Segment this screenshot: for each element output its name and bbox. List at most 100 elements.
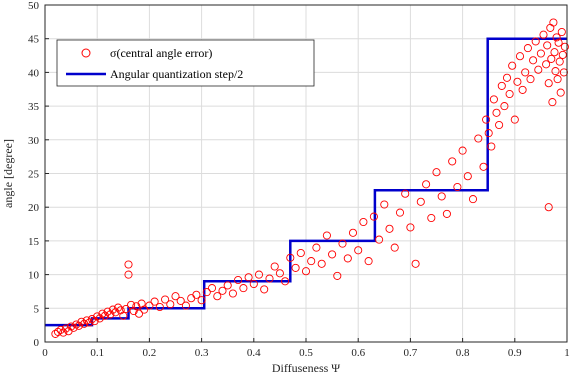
scatter-point xyxy=(453,182,462,192)
scatter-point xyxy=(249,279,258,289)
scatter-point xyxy=(411,259,420,268)
scatter-point xyxy=(518,85,527,94)
y-tick-label: 0 xyxy=(34,337,40,349)
scatter-point xyxy=(322,231,331,240)
scatter-point xyxy=(500,102,509,111)
scatter-point xyxy=(228,289,237,298)
x-tick-label: 0.6 xyxy=(351,347,365,359)
scatter-point xyxy=(286,253,295,262)
scatter-point xyxy=(531,37,540,46)
legend-marker-scatter xyxy=(81,48,91,58)
scatter-point xyxy=(111,308,120,317)
scatter-point xyxy=(171,292,180,301)
scatter-point xyxy=(505,89,514,99)
scatter-point xyxy=(254,270,264,279)
scatter-point xyxy=(432,168,441,177)
y-tick-label: 40 xyxy=(28,67,40,79)
scatter-point xyxy=(121,304,130,314)
x-tick-label: 0.2 xyxy=(143,347,157,359)
y-tick-label: 45 xyxy=(28,34,40,46)
x-tick-label: 0.4 xyxy=(247,347,261,359)
y-tick-label: 50 xyxy=(28,0,40,12)
scatter-point xyxy=(401,189,410,198)
scatter-point xyxy=(124,270,133,279)
scatter-point xyxy=(448,157,457,166)
scatter-point xyxy=(328,250,337,259)
scatter-point xyxy=(497,81,506,90)
scatter-point xyxy=(468,195,478,204)
scatter-point xyxy=(354,246,363,255)
scatter-point xyxy=(510,115,519,124)
scatter-point xyxy=(492,108,501,117)
scatter-point xyxy=(544,79,553,88)
scatter-point xyxy=(554,38,563,47)
x-tick-label: 0.7 xyxy=(404,347,418,359)
scatter-point xyxy=(539,30,548,39)
scatter-point xyxy=(559,68,568,77)
x-tick-label: 1 xyxy=(564,347,570,359)
x-tick-label: 0.1 xyxy=(90,347,104,359)
scatter-point xyxy=(213,292,222,301)
scatter-point xyxy=(95,314,104,323)
scatter-point xyxy=(369,212,378,221)
legend-label-scatter: σ(central angle error) xyxy=(110,46,212,60)
scatter-point xyxy=(103,307,112,316)
scatter-point xyxy=(291,263,300,272)
scatter-point xyxy=(390,243,399,252)
y-tick-label: 20 xyxy=(28,202,40,214)
scatter-point xyxy=(375,235,384,244)
scatter-point xyxy=(348,228,358,237)
scatter-point xyxy=(458,146,467,155)
x-tick-label: 0 xyxy=(42,347,48,359)
scatter-point xyxy=(489,95,498,104)
scatter-point xyxy=(560,42,569,51)
scatter-point xyxy=(555,57,564,66)
scatter-point xyxy=(218,286,227,295)
legend-box xyxy=(56,39,315,87)
scatter-point xyxy=(270,262,279,271)
scatter-point xyxy=(442,209,451,218)
scatter-point xyxy=(543,41,552,50)
scatter-point xyxy=(166,300,175,309)
scatter-point xyxy=(124,260,133,269)
scatter-point xyxy=(116,306,125,315)
scatter-point xyxy=(385,224,394,233)
scatter-point xyxy=(544,203,553,212)
x-axis-label: Diffuseness Ψ xyxy=(272,361,340,375)
y-tick-label: 25 xyxy=(28,169,40,181)
scatter-point xyxy=(542,60,551,69)
scatter-point xyxy=(343,254,352,263)
scatter-point xyxy=(90,317,99,326)
scatter-point xyxy=(513,77,522,86)
y-tick-label: 15 xyxy=(28,236,40,248)
scatter-point xyxy=(550,48,559,57)
scatter-point xyxy=(463,172,472,181)
scatter-point xyxy=(197,296,206,305)
y-tick-label: 5 xyxy=(34,303,40,315)
scatter-point xyxy=(61,324,70,333)
scatter-point xyxy=(529,56,538,65)
scatter-point xyxy=(59,328,68,337)
scatter-point xyxy=(557,27,566,37)
scatter-point xyxy=(93,312,102,321)
legend-label-step: Angular quantization step/2 xyxy=(110,67,243,81)
y-axis-ticks: 0 5 10 15 20 25 30 35 40 45 50 xyxy=(28,0,49,349)
x-tick-label: 0.8 xyxy=(456,347,470,359)
scatter-point xyxy=(338,239,347,248)
scatter-point xyxy=(548,98,557,107)
scatter-point xyxy=(395,208,405,217)
scatter-point xyxy=(108,305,117,314)
scatter-point xyxy=(301,267,311,276)
scatter-point xyxy=(134,309,144,318)
scatter-point xyxy=(114,303,123,312)
scatter-point xyxy=(181,301,190,310)
scatter-point xyxy=(556,88,565,97)
scatter-point xyxy=(474,134,483,143)
scatter-point xyxy=(56,325,65,334)
scatter-point xyxy=(176,296,185,305)
scatter-point xyxy=(129,306,138,316)
scatter-point xyxy=(558,50,567,59)
scatter-point xyxy=(281,277,290,286)
scatter-point xyxy=(479,162,488,171)
